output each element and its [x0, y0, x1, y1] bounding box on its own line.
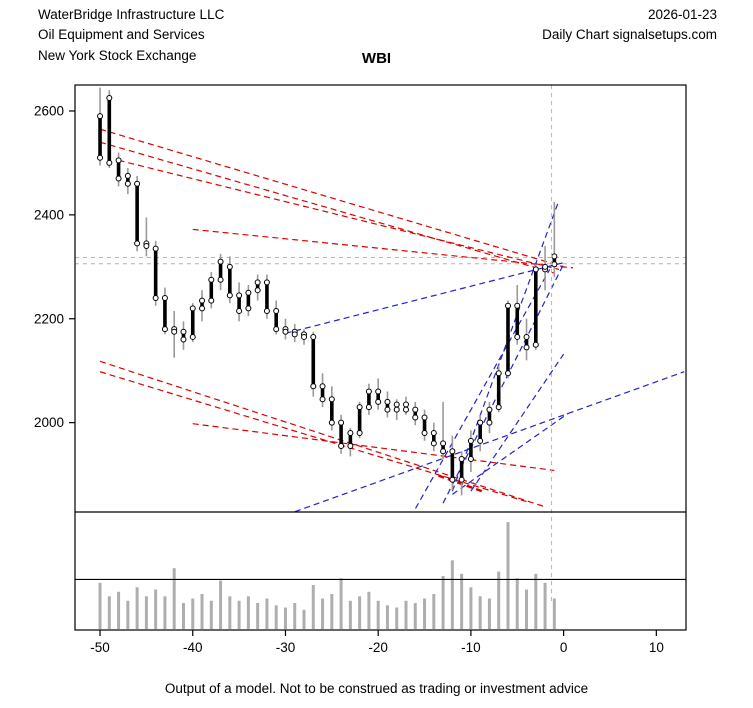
industry-name: Oil Equipment and Services — [38, 27, 205, 43]
svg-text:2600: 2600 — [34, 103, 64, 118]
company-name: WaterBridge Infrastructure LLC — [38, 7, 225, 22]
svg-text:-40: -40 — [183, 640, 203, 655]
exchange-name: New York Stock Exchange — [38, 47, 197, 63]
svg-text:-30: -30 — [276, 640, 296, 655]
svg-text:2400: 2400 — [34, 207, 64, 222]
chart-date: 2026-01-23 — [647, 7, 717, 22]
chart-source: Daily Chart signalsetups.com — [542, 27, 717, 43]
svg-text:0: 0 — [560, 640, 568, 655]
header-right: 2026-01-23 Daily Chart signalsetups.com — [542, 5, 717, 46]
chart-title: WBI — [361, 50, 392, 67]
svg-text:2000: 2000 — [34, 415, 64, 430]
disclaimer-text: Output of a model. Not to be construed a… — [164, 681, 589, 696]
svg-text:-50: -50 — [90, 640, 110, 655]
svg-text:2200: 2200 — [34, 311, 64, 326]
svg-text:-10: -10 — [461, 640, 481, 655]
svg-text:10: 10 — [649, 640, 664, 655]
svg-text:-20: -20 — [368, 640, 388, 655]
header-left: WaterBridge Infrastructure LLC Oil Equip… — [38, 5, 224, 66]
